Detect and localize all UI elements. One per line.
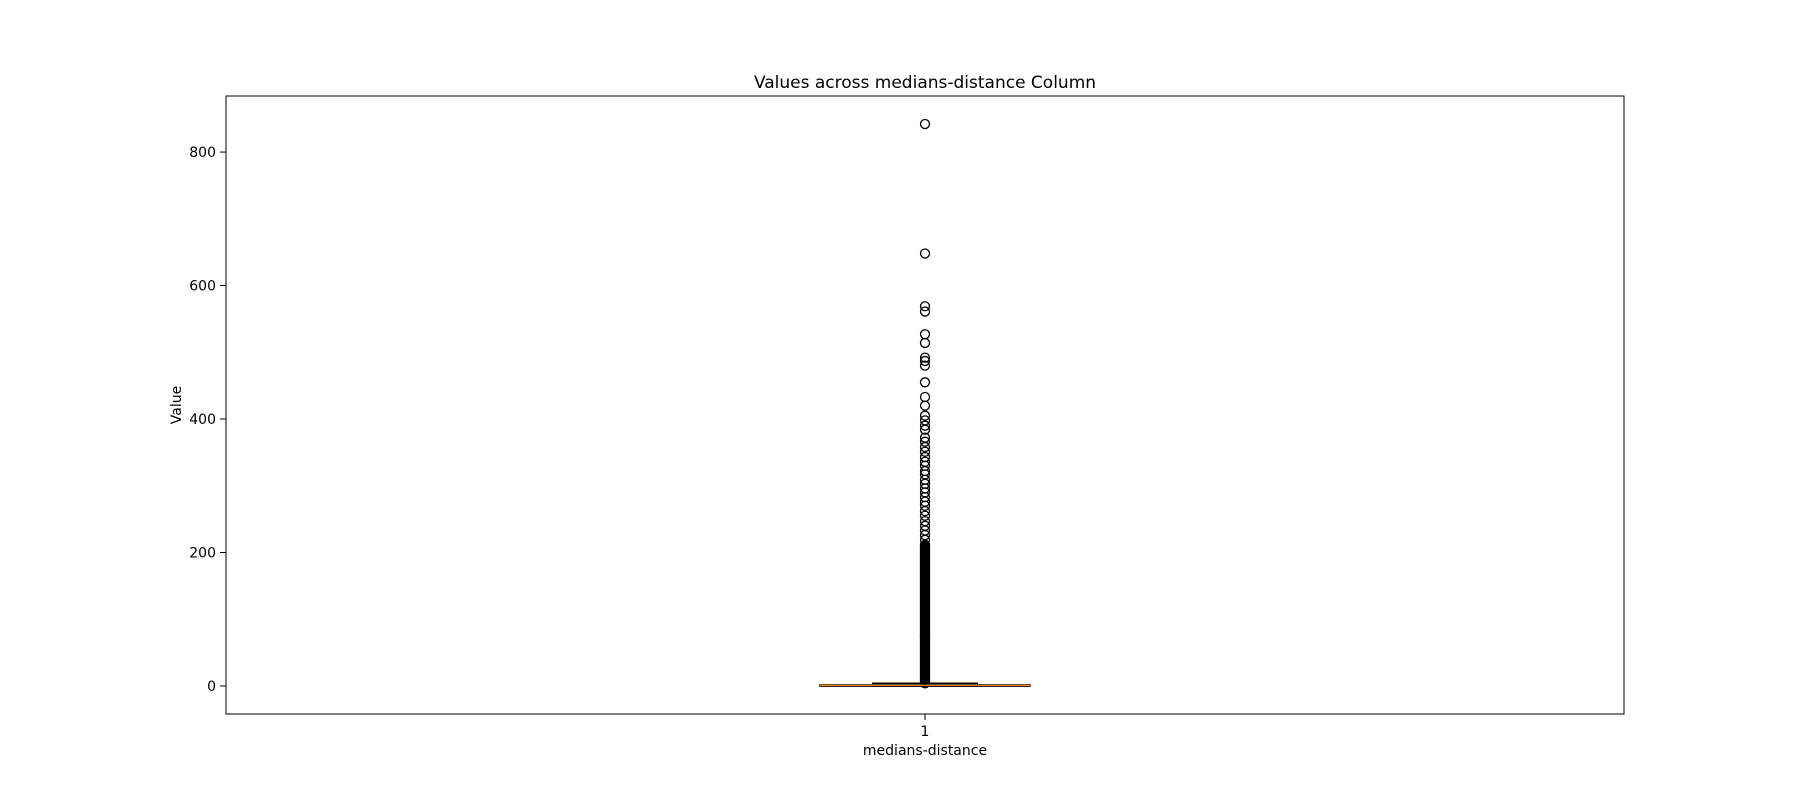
outlier-point xyxy=(919,248,931,259)
y-tick-label: 0 xyxy=(207,679,216,695)
outlier-point xyxy=(919,446,931,457)
outlier-point xyxy=(919,510,931,521)
x-tick-label: 1 xyxy=(921,724,930,740)
y-tick-label: 800 xyxy=(189,145,216,161)
x-axis-label: medians-distance xyxy=(863,743,987,759)
chart-title: Values across medians-distance Column xyxy=(754,73,1096,93)
outlier-point xyxy=(919,355,931,367)
outlier-point xyxy=(919,441,931,453)
y-axis: 0 200 400 600 800 xyxy=(189,145,226,695)
outlier-point xyxy=(919,529,931,541)
outlier-point xyxy=(919,391,931,403)
y-axis-label: Value xyxy=(169,386,185,424)
outlier-point xyxy=(919,118,931,130)
box-plot xyxy=(819,118,1031,689)
x-axis: 1 xyxy=(921,714,930,740)
y-tick-label: 600 xyxy=(189,279,216,295)
outlier-point xyxy=(919,420,931,431)
outlier-point xyxy=(919,500,931,511)
outlier-point xyxy=(919,424,931,435)
outlier-point xyxy=(919,306,931,317)
outlier-point xyxy=(919,400,931,411)
y-tick-label: 200 xyxy=(189,545,216,561)
outlier-point xyxy=(919,352,931,363)
outlier-point xyxy=(919,329,931,340)
y-tick-label: 400 xyxy=(189,412,216,428)
outlier-point xyxy=(919,436,931,447)
outlier-point xyxy=(919,505,931,517)
outlier-point xyxy=(919,301,931,312)
outlier-point xyxy=(919,337,931,349)
outlier-point xyxy=(919,534,931,545)
outlier-point xyxy=(919,360,931,371)
outlier-point xyxy=(919,377,931,388)
outlier-point xyxy=(919,410,931,421)
